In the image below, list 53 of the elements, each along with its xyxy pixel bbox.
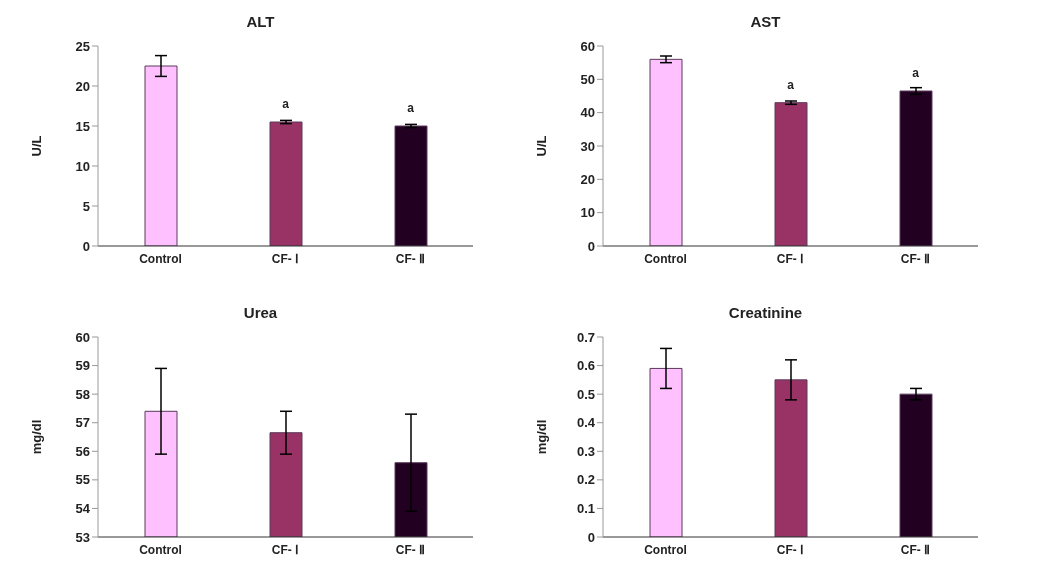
y-axis-title: U/L <box>533 135 549 157</box>
y-tick-label: 5 <box>82 198 90 214</box>
chart-title: Urea <box>243 303 278 323</box>
y-tick-label: 60 <box>75 329 90 345</box>
y-tick-label: 58 <box>75 386 90 402</box>
x-tick-label: CF- Ⅱ <box>395 542 426 557</box>
x-tick-label: CF- Ⅰ <box>271 542 300 557</box>
x-tick-label: CF- Ⅰ <box>271 251 300 266</box>
y-tick-label: 25 <box>75 38 90 54</box>
x-tick-label: CF- Ⅱ <box>900 542 931 557</box>
x-tick-label: Control <box>139 542 182 557</box>
chart-title: ALT <box>246 12 275 32</box>
y-axis-title: mg/dl <box>28 419 44 455</box>
y-tick-label: 10 <box>580 205 595 221</box>
y-tick-label: 53 <box>75 529 90 545</box>
y-axis-title: mg/dl <box>533 419 549 455</box>
y-tick-label: 10 <box>75 158 90 174</box>
y-tick-label: 0.7 <box>576 329 595 345</box>
y-tick-label: 30 <box>580 138 595 154</box>
y-tick-label: 0.3 <box>576 443 595 459</box>
y-tick-label: 55 <box>75 472 90 488</box>
y-tick-label: 20 <box>75 78 90 94</box>
y-tick-label: 0.2 <box>576 472 595 488</box>
y-tick-label: 57 <box>75 415 90 431</box>
y-tick-label: 0.1 <box>576 501 595 517</box>
y-axis-title: U/L <box>28 135 44 157</box>
annotation: a <box>407 101 415 115</box>
y-tick-label: 0.6 <box>576 358 595 374</box>
y-tick-label: 0.4 <box>576 415 596 431</box>
y-tick-label: 20 <box>580 171 595 187</box>
y-tick-label: 56 <box>75 443 90 459</box>
y-tick-label: 0 <box>587 238 595 254</box>
y-tick-label: 60 <box>580 38 595 54</box>
x-tick-label: CF- Ⅱ <box>900 251 931 266</box>
y-tick-label: 0.5 <box>576 386 595 402</box>
x-tick-label: CF- Ⅰ <box>776 251 805 266</box>
y-tick-label: 54 <box>75 501 91 517</box>
y-tick-label: 0 <box>82 238 90 254</box>
y-tick-label: 40 <box>580 105 595 121</box>
y-tick-label: 15 <box>75 118 90 134</box>
y-tick-label: 50 <box>580 71 595 87</box>
x-tick-label: Control <box>139 251 182 266</box>
chart-title: AST <box>750 12 781 32</box>
y-tick-label: 59 <box>75 358 90 374</box>
x-tick-label: Control <box>644 542 687 557</box>
y-tick-label: 0 <box>587 529 595 545</box>
x-tick-label: CF- Ⅰ <box>776 542 805 557</box>
annotation: a <box>282 97 290 111</box>
annotation: a <box>912 66 920 80</box>
annotation: a <box>787 77 795 92</box>
chart-title: Creatinine <box>728 303 803 323</box>
x-tick-label: Control <box>644 251 687 266</box>
x-tick-label: CF- Ⅱ <box>395 251 426 266</box>
